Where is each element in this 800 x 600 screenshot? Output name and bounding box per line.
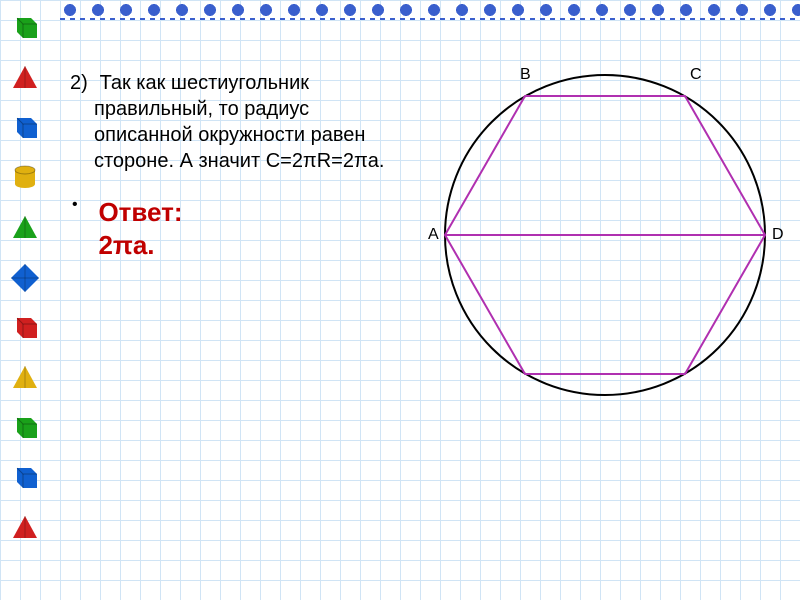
answer-bullet: • (72, 196, 94, 214)
top-dash-line (60, 18, 800, 20)
vertex-label-d: D (772, 226, 784, 244)
diagram-svg (420, 40, 790, 410)
vertex-label-b: B (520, 66, 531, 84)
top-dot-border (60, 0, 800, 20)
blue-cube2-icon (9, 462, 41, 494)
yellow-pyramid-icon (9, 362, 41, 394)
blue-cube-icon (9, 112, 41, 144)
body-text: Так как шестиугольник правильный, то рад… (94, 72, 384, 172)
blue-octa-icon (9, 262, 41, 294)
green-pyramid-icon (9, 212, 41, 244)
answer-label: Ответ: (98, 197, 182, 227)
hexagon-diagram: A B C D (420, 40, 790, 410)
vertex-label-c: C (690, 66, 702, 84)
answer-text: Ответ: 2πa. (98, 196, 182, 261)
green-cube-icon (9, 12, 41, 44)
body-paragraph: 2) Так как шестиугольник правильный, то … (94, 70, 410, 174)
red-pyramid2-icon (9, 512, 41, 544)
answer-value: 2πa. (98, 230, 154, 260)
yellow-cylinder-icon (9, 162, 41, 194)
vertex-label-a: A (428, 226, 439, 244)
list-number: 2) (70, 70, 94, 96)
red-cube-icon (9, 312, 41, 344)
green-cube2-icon (9, 412, 41, 444)
text-content: 2) Так как шестиугольник правильный, то … (70, 70, 410, 261)
red-pyramid-icon (9, 62, 41, 94)
answer-block: • Ответ: 2πa. (70, 196, 410, 261)
shape-sidebar (0, 0, 50, 600)
